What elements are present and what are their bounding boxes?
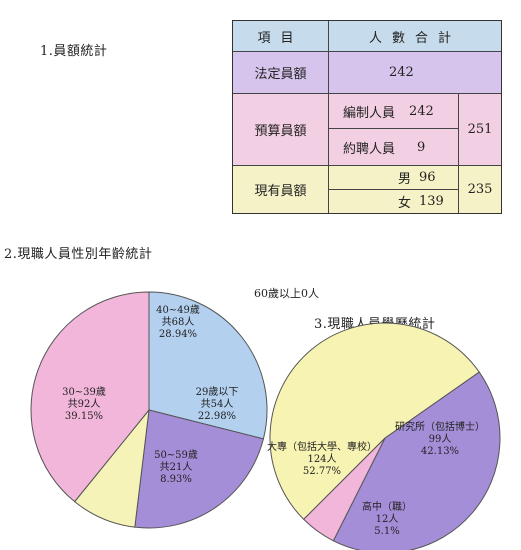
budgeted-row-name-cell: 編制人員 — [329, 94, 409, 129]
slice-label: 研究所（包括博士） 99人 42.13% — [395, 420, 485, 457]
budgeted-row-name: 約聘人員 — [342, 141, 395, 157]
current-row-name-cell: 男 — [329, 166, 419, 190]
current-row-value: 96 — [419, 170, 436, 185]
budgeted-row-value-cell: 9 — [409, 129, 459, 166]
budgeted-total: 251 — [467, 122, 493, 137]
budgeted-row-value: 242 — [409, 103, 434, 119]
budgeted-row-name-cell: 約聘人員 — [329, 129, 409, 166]
header-count: 人數合計 — [368, 30, 461, 46]
age-pie: 40~49歲共68人 28.94% 29歲以下共54人 22.98% 50~59歲共21… — [30, 291, 268, 529]
current-total-cell: 235 — [459, 166, 501, 213]
current-label-cell: 現有員額 — [233, 166, 329, 213]
budgeted-row-name: 編制人員 — [342, 105, 395, 121]
header-item-cell: 項目 — [233, 21, 329, 52]
pie-slice — [148, 291, 268, 440]
statutory-value: 242 — [389, 65, 414, 80]
current-row-name: 男 — [397, 172, 411, 187]
slice-label: 高中（職） 12人 5.1% — [362, 500, 412, 537]
slice-label: 大專（包括大學、專校） 124人 52.77% — [267, 440, 377, 477]
statutory-label: 法定員額 — [254, 67, 307, 82]
budgeted-row-value-cell: 242 — [409, 94, 459, 129]
education-pie: 研究所（包括博士） 99人 42.13% 高中（職） 12人 5.1% 大專（包括大學、專校… — [267, 322, 501, 550]
slice-label: 50~59歲共21人 8.93% — [154, 448, 198, 485]
current-total: 235 — [467, 182, 493, 197]
pie-slice — [269, 322, 480, 520]
current-row-name: 女 — [397, 196, 411, 211]
age-note: 60歲以上0人 — [254, 287, 319, 300]
budgeted-total-cell: 251 — [459, 94, 501, 166]
section2-heading: 2.現職人員性別年齡統計 — [4, 247, 153, 262]
current-row-value: 139 — [419, 194, 444, 209]
budgeted-label-cell: 預算員額 — [233, 94, 329, 166]
budgeted-row-value: 9 — [417, 139, 426, 155]
current-row-value-cell: 96 — [419, 166, 459, 190]
slice-label: 29歲以下共54人 22.98% — [196, 385, 239, 422]
statutory-label-cell: 法定員額 — [233, 52, 329, 94]
pie-slice — [332, 371, 501, 550]
header-count-cell: 人數合計 — [329, 21, 501, 52]
budgeted-label: 預算員額 — [254, 124, 307, 139]
current-label: 現有員額 — [254, 184, 307, 199]
current-row-name-cell: 女 — [329, 190, 419, 213]
section1-heading: 1.員額統計 — [40, 44, 108, 59]
current-row-value-cell: 139 — [419, 190, 459, 213]
pie-slice — [30, 291, 150, 503]
slice-label: 40~49歲共68人 28.94% — [156, 303, 200, 340]
slice-label: 30~39歲共92人 39.15% — [62, 385, 106, 422]
pie-slice — [134, 409, 265, 529]
header-item: 項目 — [257, 30, 304, 46]
statutory-value-cell: 242 — [329, 52, 501, 94]
staffing-table: 項目 人數合計 法定員額 242 預算員額 編制人員 242 約聘人員 9 25… — [232, 20, 502, 214]
